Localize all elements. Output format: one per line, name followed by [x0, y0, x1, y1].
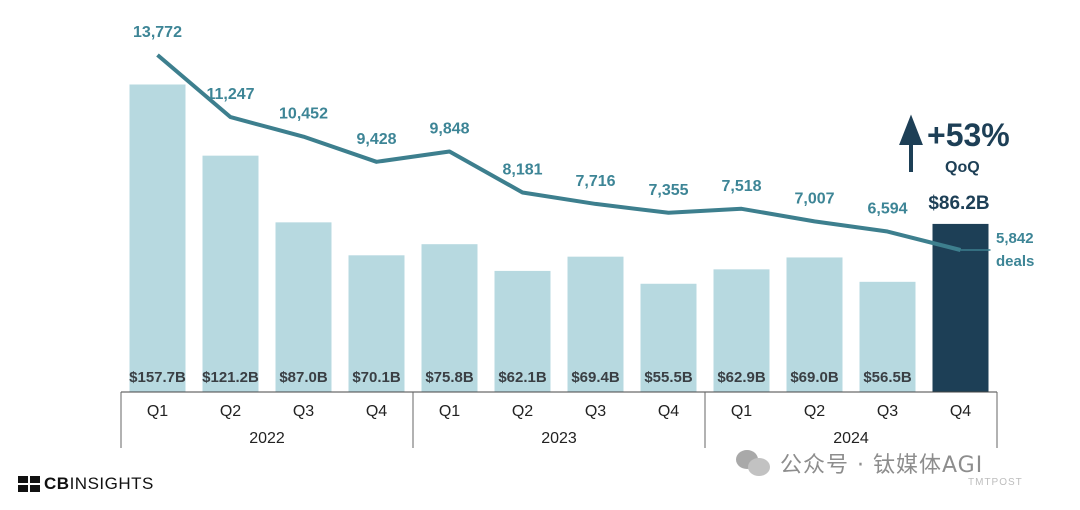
bar-value-label: $55.5B [644, 369, 693, 386]
qoq-label: QoQ [945, 159, 980, 176]
bar-value-label: $62.1B [498, 369, 547, 386]
wechat-icon [736, 448, 772, 478]
bar-value-label: $75.8B [425, 369, 474, 386]
logo-text-light: INSIGHTS [69, 474, 154, 493]
deal-count-label: 6,594 [867, 201, 907, 218]
qoq-percent: +53% [927, 117, 1010, 153]
bar-4 [348, 255, 405, 392]
deal-count-label: 7,716 [575, 173, 615, 190]
x-axis: Q1 Q2 Q3 Q4 Q1 Q2 Q3 Q4 Q1 Q2 Q3 Q4 2022 2023 2024 [120, 391, 998, 448]
x-tick-label: Q3 [585, 403, 606, 420]
bar-value-label: $69.4B [571, 369, 620, 386]
x-tick-label: Q3 [877, 403, 898, 420]
deals-line [156, 53, 961, 252]
bars-layer: $157.7B $121.2B $87.0B $70.1B $75.8B $62.1B $6… [129, 84, 989, 393]
year-group-label: 2022 [249, 430, 285, 447]
x-tick-label: Q1 [731, 403, 752, 420]
deal-count-label: 11,247 [206, 86, 254, 103]
bar-7 [567, 256, 624, 392]
x-tick-label: Q3 [293, 403, 314, 420]
x-tick-label: Q1 [147, 403, 168, 420]
watermark-subtext: TMTPOST [968, 477, 1023, 488]
annotations: +53% QoQ $86.2B 5,842 deals [899, 114, 1034, 270]
deal-count-label: 8,181 [502, 161, 542, 178]
deal-count-label: 7,518 [721, 178, 761, 195]
bar-9 [713, 269, 770, 392]
bar-2 [202, 155, 259, 392]
watermark: 公众号 · 钛媒体AGI TMTPOST [736, 447, 1022, 488]
deal-count-label: 10,452 [279, 106, 328, 123]
deals-line-layer: 13,772 11,247 10,452 9,428 9,848 8,181 7,716 7,… [133, 24, 991, 252]
watermark-text: 公众号 · 钛媒体AGI [780, 453, 984, 478]
x-tick-label: Q4 [950, 403, 971, 420]
x-tick-label: Q2 [804, 403, 825, 420]
up-arrow-icon [899, 114, 923, 172]
x-tick-label: Q2 [220, 403, 241, 420]
deal-count-label: 7,355 [648, 182, 688, 199]
highlight-bar-value: $86.2B [928, 193, 989, 214]
deal-count-label: 9,848 [429, 120, 469, 137]
bar-value-label: $69.0B [790, 369, 839, 386]
x-tick-label: Q2 [512, 403, 533, 420]
cbinsights-logo: CB INSIGHTS [18, 474, 154, 494]
logo-text-bold: CB [44, 474, 70, 493]
bar-12 [932, 223, 989, 392]
bar-1 [129, 84, 186, 393]
last-deal-unit: deals [996, 253, 1034, 270]
x-tick-label: Q1 [439, 403, 460, 420]
deal-count-label: 7,007 [794, 190, 834, 207]
bar-value-label: $157.7B [129, 369, 186, 386]
last-deal-count: 5,842 [996, 230, 1034, 247]
bar-8 [640, 283, 697, 392]
year-group-label: 2024 [833, 430, 869, 447]
x-tick-label: Q4 [366, 403, 387, 420]
bar-value-label: $70.1B [352, 369, 401, 386]
bar-11 [859, 281, 916, 392]
bar-value-label: $121.2B [202, 369, 259, 386]
deal-count-label: 9,428 [356, 131, 396, 148]
bar-3 [275, 222, 332, 392]
deal-count-label: 13,772 [133, 24, 182, 41]
x-tick-label: Q4 [658, 403, 679, 420]
year-group-label: 2023 [541, 430, 577, 447]
bar-value-label: $62.9B [717, 369, 766, 386]
bar-6 [494, 270, 551, 392]
bar-value-label: $56.5B [863, 369, 912, 386]
cbinsights-mark-icon [18, 476, 40, 492]
bar-value-label: $87.0B [279, 369, 328, 386]
bar-5 [421, 244, 478, 392]
bar-10 [786, 257, 843, 392]
